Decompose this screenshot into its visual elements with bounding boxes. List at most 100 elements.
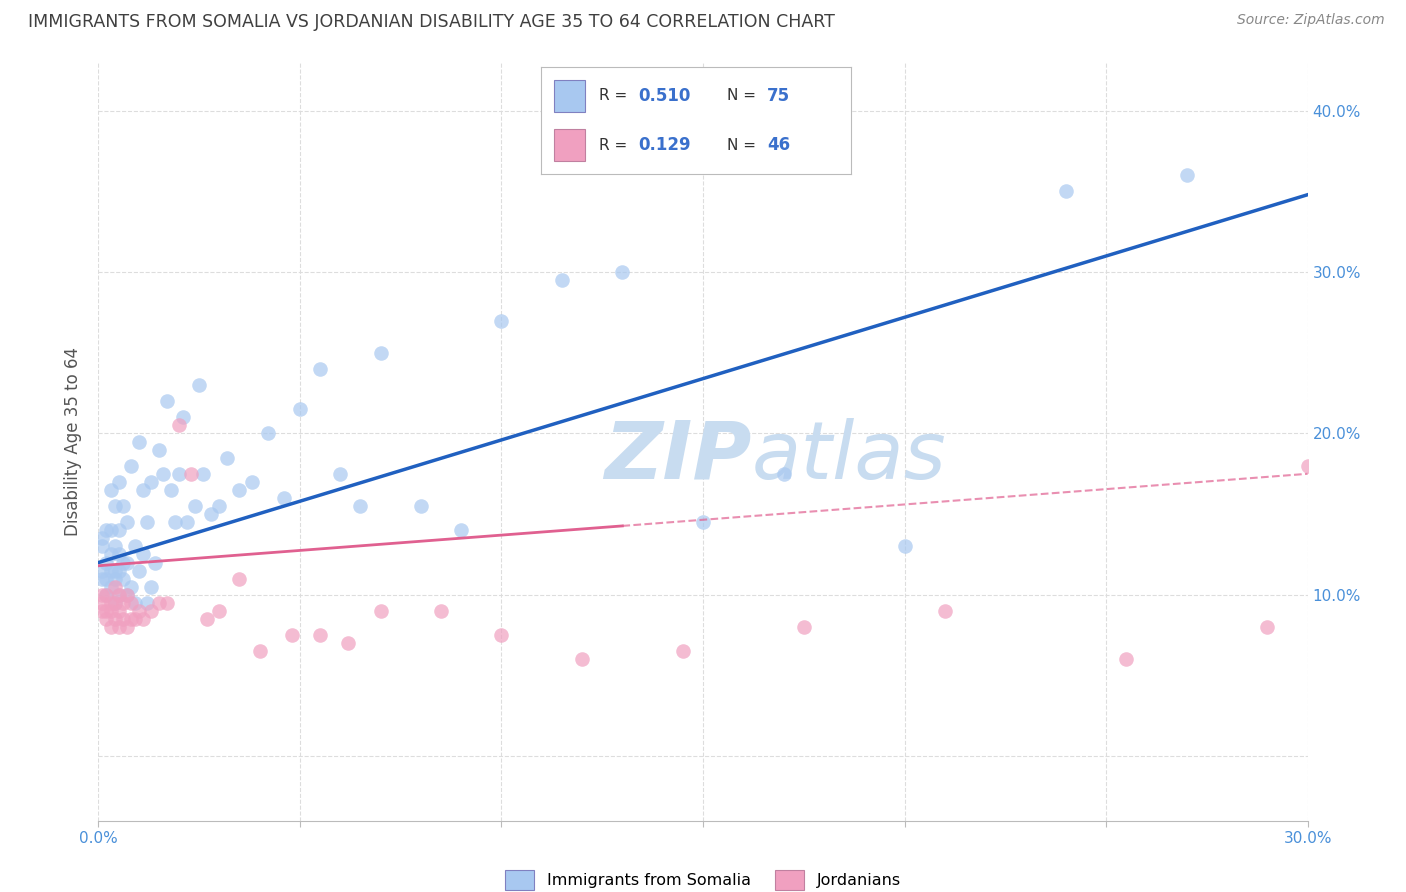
Point: [96, 588, 118, 602]
Y-axis label: Disability Age 35 to 64: Disability Age 35 to 64: [65, 347, 83, 536]
Point: [188, 378, 211, 392]
Point: [256, 426, 278, 441]
Point: [329, 467, 352, 481]
Point: [491, 313, 513, 327]
Point: [139, 580, 162, 594]
Point: [167, 418, 190, 433]
Text: R =: R =: [599, 88, 631, 103]
Point: [612, 265, 634, 279]
Point: [103, 572, 125, 586]
Point: [273, 491, 295, 505]
Point: [107, 620, 129, 634]
Point: [156, 596, 179, 610]
Point: [180, 467, 202, 481]
Point: [111, 572, 134, 586]
Point: [176, 515, 198, 529]
Point: [96, 612, 118, 626]
Point: [91, 532, 114, 546]
Point: [107, 588, 129, 602]
Point: [139, 604, 162, 618]
Point: [91, 604, 114, 618]
Point: [96, 556, 118, 570]
Point: [96, 523, 118, 537]
Point: [281, 628, 304, 642]
Point: [160, 483, 183, 497]
Point: [337, 636, 360, 650]
Point: [103, 596, 125, 610]
Point: [195, 612, 218, 626]
Point: [135, 515, 157, 529]
Point: [571, 652, 593, 666]
Point: [103, 540, 125, 554]
Point: [208, 499, 231, 513]
Point: [91, 588, 114, 602]
Point: [103, 596, 125, 610]
Point: [143, 556, 166, 570]
Point: [111, 596, 134, 610]
Point: [100, 596, 122, 610]
Text: IMMIGRANTS FROM SOMALIA VS JORDANIAN DISABILITY AGE 35 TO 64 CORRELATION CHART: IMMIGRANTS FROM SOMALIA VS JORDANIAN DIS…: [28, 13, 835, 31]
Point: [111, 556, 134, 570]
Point: [148, 596, 170, 610]
Point: [128, 434, 150, 449]
Point: [100, 620, 122, 634]
Point: [128, 604, 150, 618]
Point: [100, 483, 122, 497]
Point: [132, 483, 155, 497]
Point: [370, 604, 392, 618]
Point: [115, 556, 138, 570]
Point: [1175, 169, 1198, 183]
Point: [208, 604, 231, 618]
Text: N =: N =: [727, 88, 761, 103]
Point: [111, 612, 134, 626]
Point: [893, 540, 915, 554]
Point: [111, 499, 134, 513]
Point: [115, 620, 138, 634]
Point: [91, 564, 114, 578]
Point: [793, 620, 815, 634]
Point: [430, 604, 453, 618]
Text: 46: 46: [768, 136, 790, 154]
Point: [672, 644, 695, 658]
Point: [128, 564, 150, 578]
Text: 75: 75: [768, 87, 790, 104]
FancyBboxPatch shape: [554, 79, 585, 112]
Point: [156, 394, 179, 409]
Text: 0.129: 0.129: [638, 136, 692, 154]
Point: [132, 612, 155, 626]
Point: [100, 604, 122, 618]
Point: [148, 442, 170, 457]
Point: [100, 564, 122, 578]
Point: [409, 499, 432, 513]
Point: [228, 483, 250, 497]
Point: [551, 273, 574, 287]
Point: [309, 628, 332, 642]
Point: [100, 523, 122, 537]
Point: [115, 588, 138, 602]
Point: [120, 580, 142, 594]
Point: [1296, 458, 1319, 473]
Legend: Immigrants from Somalia, Jordanians: Immigrants from Somalia, Jordanians: [499, 863, 907, 892]
Point: [491, 628, 513, 642]
Point: [96, 572, 118, 586]
Point: [107, 548, 129, 562]
Text: Source: ZipAtlas.com: Source: ZipAtlas.com: [1237, 13, 1385, 28]
Point: [100, 548, 122, 562]
Point: [103, 499, 125, 513]
Text: ZIP: ZIP: [605, 417, 751, 496]
Point: [1054, 185, 1077, 199]
Point: [370, 346, 392, 360]
Point: [249, 644, 271, 658]
Point: [288, 402, 311, 417]
Point: [124, 540, 146, 554]
Point: [103, 580, 125, 594]
Point: [240, 475, 263, 489]
Point: [107, 475, 129, 489]
Text: R =: R =: [599, 137, 631, 153]
Point: [163, 515, 186, 529]
Point: [124, 612, 146, 626]
Point: [100, 580, 122, 594]
Point: [107, 523, 129, 537]
Point: [103, 564, 125, 578]
Point: [139, 475, 162, 489]
